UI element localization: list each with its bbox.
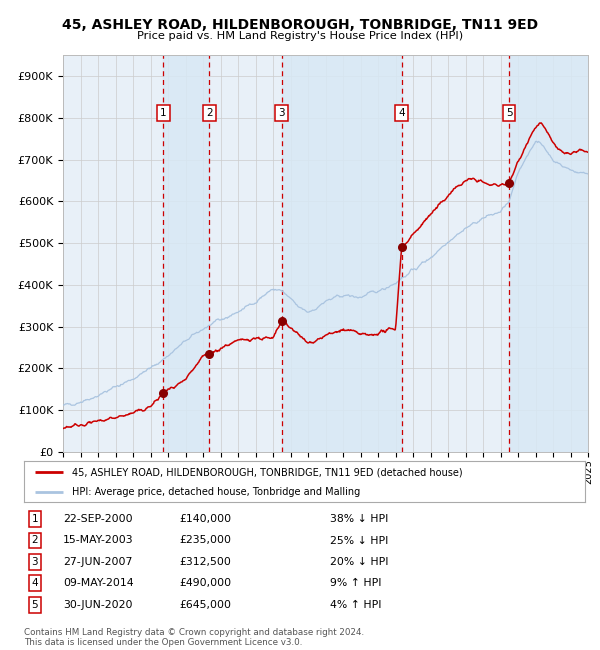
Text: 2: 2 (31, 536, 38, 545)
Text: Contains HM Land Registry data © Crown copyright and database right 2024.
This d: Contains HM Land Registry data © Crown c… (24, 628, 364, 647)
Text: 25% ↓ HPI: 25% ↓ HPI (330, 536, 388, 545)
Text: 2: 2 (206, 108, 213, 118)
Text: 5: 5 (31, 600, 38, 610)
Bar (163, 55, 209, 452)
Text: 4% ↑ HPI: 4% ↑ HPI (330, 600, 382, 610)
Text: 30-JUN-2020: 30-JUN-2020 (63, 600, 133, 610)
Text: £140,000: £140,000 (179, 514, 231, 524)
Text: HPI: Average price, detached house, Tonbridge and Malling: HPI: Average price, detached house, Tonb… (71, 487, 360, 497)
Text: Price paid vs. HM Land Registry's House Price Index (HPI): Price paid vs. HM Land Registry's House … (137, 31, 463, 41)
Text: £645,000: £645,000 (179, 600, 231, 610)
Text: 5: 5 (506, 108, 512, 118)
Text: 22-SEP-2000: 22-SEP-2000 (63, 514, 133, 524)
Text: 4: 4 (398, 108, 405, 118)
Text: 4: 4 (31, 578, 38, 588)
Text: £235,000: £235,000 (179, 536, 231, 545)
Text: 45, ASHLEY ROAD, HILDENBOROUGH, TONBRIDGE, TN11 9ED (detached house): 45, ASHLEY ROAD, HILDENBOROUGH, TONBRIDG… (71, 467, 463, 477)
Text: 3: 3 (278, 108, 285, 118)
Text: 1: 1 (31, 514, 38, 524)
Text: 15-MAY-2003: 15-MAY-2003 (63, 536, 134, 545)
Text: 38% ↓ HPI: 38% ↓ HPI (330, 514, 388, 524)
Text: 1: 1 (160, 108, 167, 118)
Text: 09-MAY-2014: 09-MAY-2014 (63, 578, 134, 588)
Text: 9% ↑ HPI: 9% ↑ HPI (330, 578, 382, 588)
Text: 20% ↓ HPI: 20% ↓ HPI (330, 557, 389, 567)
Bar (509, 55, 588, 452)
Text: 45, ASHLEY ROAD, HILDENBOROUGH, TONBRIDGE, TN11 9ED: 45, ASHLEY ROAD, HILDENBOROUGH, TONBRIDG… (62, 18, 538, 32)
Bar (281, 55, 401, 452)
Text: 3: 3 (31, 557, 38, 567)
Text: £312,500: £312,500 (179, 557, 231, 567)
Text: 27-JUN-2007: 27-JUN-2007 (63, 557, 133, 567)
Text: £490,000: £490,000 (179, 578, 231, 588)
